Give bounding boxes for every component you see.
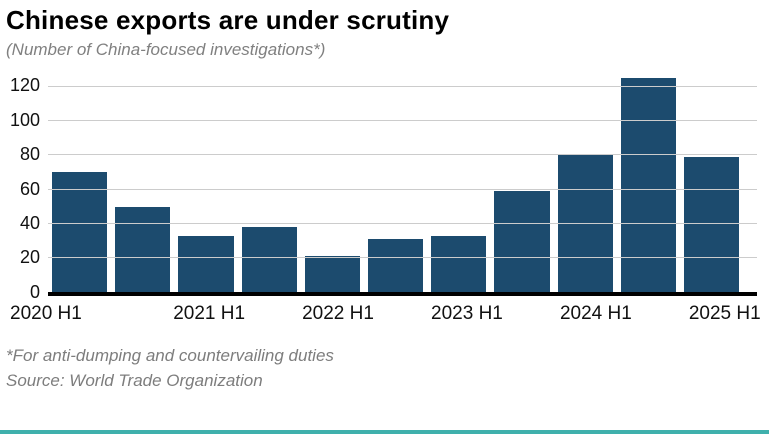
bar-2021-h2	[241, 227, 297, 293]
plot-wrap: 2020 H1 2021 H1 2022 H1 2023 H1 2024 H1 2025 …	[10, 70, 761, 328]
source-note: Source: World Trade Organization	[6, 370, 263, 390]
gridline-20	[48, 256, 757, 258]
gridline-100	[48, 120, 757, 122]
bar-2020-h1	[52, 172, 108, 293]
gridline-60	[48, 188, 757, 190]
chart-footer: *For anti-dumping and countervailing dut…	[6, 344, 757, 393]
bar-2024-h2	[620, 78, 676, 293]
y-axis: 0 20 40 60 80 100 120	[6, 70, 48, 302]
bar-2022-h2	[367, 239, 424, 293]
bar-2020-h2	[115, 206, 171, 293]
bar-2022-h1	[304, 256, 360, 293]
y-tick-label-80: 80	[19, 144, 40, 165]
footnote: *For anti-dumping and countervailing dut…	[6, 345, 334, 365]
gridline-40	[48, 222, 757, 224]
x-tick-label-2024-h1: 2024 H1	[559, 303, 632, 325]
gridline-120	[48, 86, 757, 87]
x-tick-label-2021-h1: 2021 H1	[173, 303, 246, 325]
chart-area: 0 20 40 60 80 100 120 2020 H1 2021 H1 2022 H1 202…	[6, 70, 761, 328]
bar-2021-h1	[178, 235, 234, 293]
accent-bar	[0, 430, 769, 434]
x-tick-label-2022-h1: 2022 H1	[302, 303, 374, 325]
y-tick-label-40: 40	[19, 212, 40, 233]
bar-2023-h2	[494, 191, 550, 293]
x-tick-label-2023-h1: 2023 H1	[431, 303, 503, 325]
y-tick-label-60: 60	[19, 178, 40, 199]
x-tick-label-2025-h1: 2025 H1	[688, 303, 761, 325]
x-axis: 2020 H1 2021 H1 2022 H1 2023 H1 2024 H1 2025 …	[10, 296, 761, 328]
gridline-80	[48, 154, 757, 156]
y-tick-label-0: 0	[29, 281, 40, 302]
x-tick-label-2020-h1: 2020 H1	[10, 303, 82, 325]
y-tick-label-20: 20	[19, 247, 40, 268]
bars	[48, 70, 757, 293]
y-tick-label-100: 100	[9, 109, 40, 130]
bar-2025-h1	[683, 157, 740, 293]
chart-subtitle: (Number of China-focused investigations*…	[6, 39, 326, 59]
bar-2023-h1	[431, 235, 487, 293]
chart-title: Chinese exports are under scrutiny	[6, 5, 450, 35]
plot-area	[48, 70, 757, 297]
y-tick-label-120: 120	[9, 75, 40, 96]
